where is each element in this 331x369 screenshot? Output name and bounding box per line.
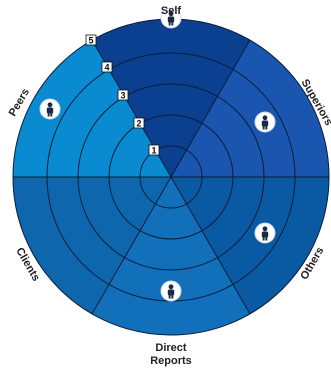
segment-label-direct-line2: Reports bbox=[150, 355, 192, 367]
person-icon bbox=[160, 7, 182, 29]
segment-direct-reports[interactable] bbox=[92, 177, 250, 336]
scale-number-label: 5 bbox=[88, 36, 93, 46]
scale-number-3: 3 bbox=[117, 89, 129, 101]
segment-self[interactable] bbox=[92, 18, 250, 177]
scale-number-label: 1 bbox=[151, 146, 156, 156]
segment-label-direct-line1: Direct bbox=[155, 342, 187, 354]
scale-number-5: 5 bbox=[85, 34, 97, 46]
divider-line bbox=[170, 39, 251, 178]
person-icon bbox=[254, 111, 276, 133]
segment-icons bbox=[39, 7, 276, 302]
segment-label-self: Self bbox=[161, 5, 182, 17]
segment-wedges bbox=[12, 18, 330, 336]
person-icon bbox=[254, 222, 276, 244]
segment-peers[interactable] bbox=[12, 40, 172, 177]
person-icon bbox=[39, 98, 61, 120]
person-icon bbox=[160, 280, 182, 302]
divider-line bbox=[91, 176, 172, 315]
scale-number-4: 4 bbox=[101, 61, 113, 73]
segment-others[interactable] bbox=[171, 177, 330, 314]
scale-number-2: 2 bbox=[133, 117, 145, 129]
scale-number-1: 1 bbox=[148, 144, 160, 156]
divider-line bbox=[170, 176, 251, 315]
scale-number-label: 2 bbox=[136, 119, 141, 129]
scale-number-label: 4 bbox=[104, 63, 109, 73]
scale-numbers: 1 2 3 4 5 bbox=[85, 34, 160, 156]
segment-superiors[interactable] bbox=[171, 40, 330, 177]
scale-number-label: 3 bbox=[120, 91, 125, 101]
segment-clients[interactable] bbox=[12, 177, 172, 314]
